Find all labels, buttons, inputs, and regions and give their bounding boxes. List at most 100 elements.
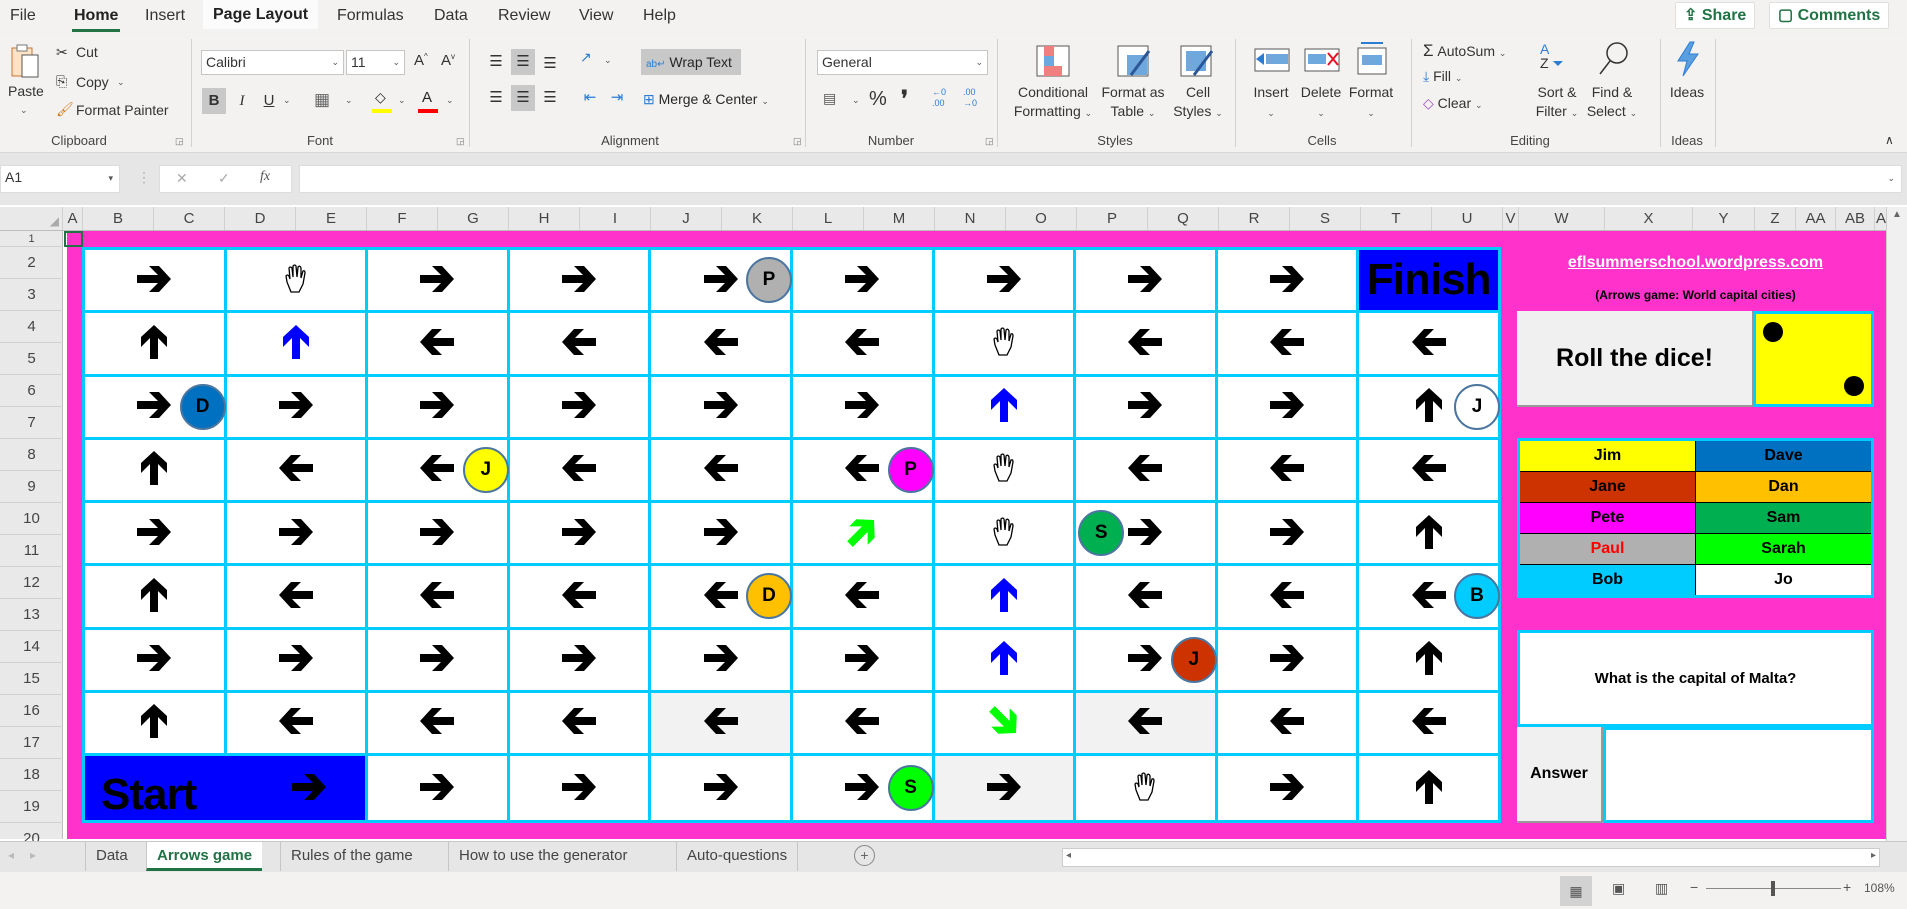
column-header[interactable]: S xyxy=(1290,207,1361,230)
column-header[interactable]: O xyxy=(1006,207,1077,230)
board-cell[interactable] xyxy=(1217,503,1357,564)
column-header[interactable]: E xyxy=(296,207,367,230)
formula-input[interactable]: ⌄ xyxy=(299,165,1902,193)
menu-formulas[interactable]: Formulas xyxy=(337,7,404,24)
board-cell[interactable] xyxy=(368,376,507,437)
align-bottom-icon[interactable]: ☰ xyxy=(543,55,557,72)
player-token[interactable]: P xyxy=(887,446,934,493)
comments-button[interactable]: ▢ Comments xyxy=(1769,2,1890,29)
column-header[interactable]: I xyxy=(580,207,651,230)
board-cell[interactable] xyxy=(368,629,507,690)
selected-cell-a1[interactable] xyxy=(64,231,83,247)
column-header[interactable]: Q xyxy=(1148,207,1219,230)
increase-font-size-icon[interactable]: A^ xyxy=(414,52,428,69)
menu-data[interactable]: Data xyxy=(434,7,468,24)
menu-help[interactable]: Help xyxy=(643,7,676,24)
board-cell[interactable]: D xyxy=(651,566,792,627)
board-cell[interactable] xyxy=(934,629,1074,690)
clear-button[interactable]: ◇ Clear ⌄ xyxy=(1423,95,1483,111)
board-cell[interactable] xyxy=(85,692,224,753)
board-cell[interactable]: B xyxy=(1359,566,1500,627)
board-cell[interactable] xyxy=(793,566,932,627)
align-right-icon[interactable]: ☰ xyxy=(543,89,557,106)
normal-view-icon[interactable]: ▦ xyxy=(1560,876,1592,906)
cut-button[interactable]: Cut xyxy=(76,44,98,60)
insert-function-icon[interactable]: fx xyxy=(260,169,271,184)
column-header[interactable]: X xyxy=(1605,207,1693,230)
board-cell[interactable] xyxy=(85,503,224,564)
scroll-left-icon[interactable]: ◂ xyxy=(1066,850,1072,861)
cancel-icon[interactable]: ✕ xyxy=(176,170,188,186)
board-cell[interactable]: J xyxy=(1359,376,1500,437)
expand-formula-icon[interactable]: ⌄ xyxy=(1887,173,1895,183)
column-header[interactable]: H xyxy=(509,207,580,230)
format-painter-button[interactable]: Format Painter xyxy=(76,102,169,118)
delete-button[interactable]: Delete ⌄ xyxy=(1300,84,1342,118)
answer-input[interactable] xyxy=(1603,727,1874,823)
increase-decimal-icon[interactable]: ←0.00 xyxy=(932,87,947,108)
column-header[interactable]: G xyxy=(438,207,509,230)
board-cell[interactable] xyxy=(793,503,932,564)
column-header[interactable]: D xyxy=(225,207,296,230)
decrease-indent-icon[interactable]: ⇤ xyxy=(583,89,597,106)
column-header[interactable]: F xyxy=(367,207,438,230)
board-cell[interactable] xyxy=(793,376,932,437)
row-header[interactable]: 2 xyxy=(0,247,63,279)
board-cell[interactable] xyxy=(1217,692,1357,753)
orientation-chevron-icon[interactable]: ⌄ xyxy=(604,55,612,65)
sheet-tab-how-to-use[interactable]: How to use the generator xyxy=(448,842,637,871)
column-header[interactable]: L xyxy=(793,207,864,230)
board-cell[interactable] xyxy=(1217,629,1357,690)
board-cell[interactable] xyxy=(934,692,1074,753)
increase-indent-icon[interactable]: ⇥ xyxy=(610,89,624,106)
board-cell[interactable] xyxy=(1359,439,1498,500)
board-cell[interactable]: S xyxy=(1076,503,1215,564)
board-cell[interactable] xyxy=(226,629,366,690)
column-header[interactable]: M xyxy=(864,207,935,230)
orientation-icon[interactable]: ↗ xyxy=(580,49,592,65)
sort-filter-button[interactable]: Sort & Filter ⌄ xyxy=(1535,84,1579,119)
board-cell[interactable] xyxy=(509,313,649,374)
board-cell[interactable] xyxy=(1359,692,1498,753)
insert-button[interactable]: Insert ⌄ xyxy=(1253,84,1289,118)
row-header[interactable]: 12 xyxy=(0,567,63,599)
align-left-icon[interactable]: ☰ xyxy=(489,89,503,106)
paste-chevron-icon[interactable]: ⌄ xyxy=(20,105,28,115)
board-cell[interactable] xyxy=(1076,566,1215,627)
board-cell[interactable] xyxy=(85,250,224,311)
percent-button[interactable]: % xyxy=(869,88,887,110)
zoom-out-button[interactable]: − xyxy=(1690,879,1699,895)
player-token[interactable]: D xyxy=(179,383,226,430)
column-header[interactable]: U xyxy=(1432,207,1503,230)
currency-chevron-icon[interactable]: ⌄ xyxy=(852,95,860,105)
font-color-chevron-icon[interactable]: ⌄ xyxy=(446,95,454,105)
player-token[interactable]: S xyxy=(887,765,934,811)
board-cell[interactable] xyxy=(1359,313,1498,374)
column-header[interactable]: Z xyxy=(1755,207,1796,230)
align-middle-icon[interactable]: ☰ xyxy=(511,49,535,75)
board-cell[interactable] xyxy=(368,692,507,753)
board-cell[interactable] xyxy=(1076,439,1215,500)
menu-home[interactable]: Home xyxy=(70,5,122,32)
board-cell[interactable] xyxy=(368,756,507,820)
row-header[interactable]: 14 xyxy=(0,631,63,663)
board-cell[interactable] xyxy=(226,439,366,500)
scroll-tabs-left-icon[interactable]: ◂ xyxy=(8,848,15,862)
board-cell[interactable] xyxy=(226,250,366,311)
menu-page-layout[interactable]: Page Layout xyxy=(203,0,319,29)
wrap-text-button[interactable]: ab↵ Wrap Text xyxy=(641,49,741,75)
board-cell[interactable] xyxy=(226,313,366,374)
sheet-tab-rules[interactable]: Rules of the game xyxy=(280,842,423,871)
board-cell[interactable] xyxy=(651,756,790,820)
zoom-slider-thumb[interactable] xyxy=(1771,881,1775,896)
currency-format-icon[interactable]: ▤ xyxy=(823,90,837,106)
column-header[interactable]: AB xyxy=(1836,207,1875,230)
board-cell[interactable] xyxy=(509,503,649,564)
board-cell[interactable] xyxy=(651,503,790,564)
column-header[interactable]: A xyxy=(63,207,83,230)
zoom-level[interactable]: 108% xyxy=(1864,881,1895,895)
menu-review[interactable]: Review xyxy=(498,7,551,24)
board-cell[interactable] xyxy=(509,439,649,500)
row-header[interactable]: 15 xyxy=(0,663,63,695)
board-cell[interactable] xyxy=(793,692,932,753)
